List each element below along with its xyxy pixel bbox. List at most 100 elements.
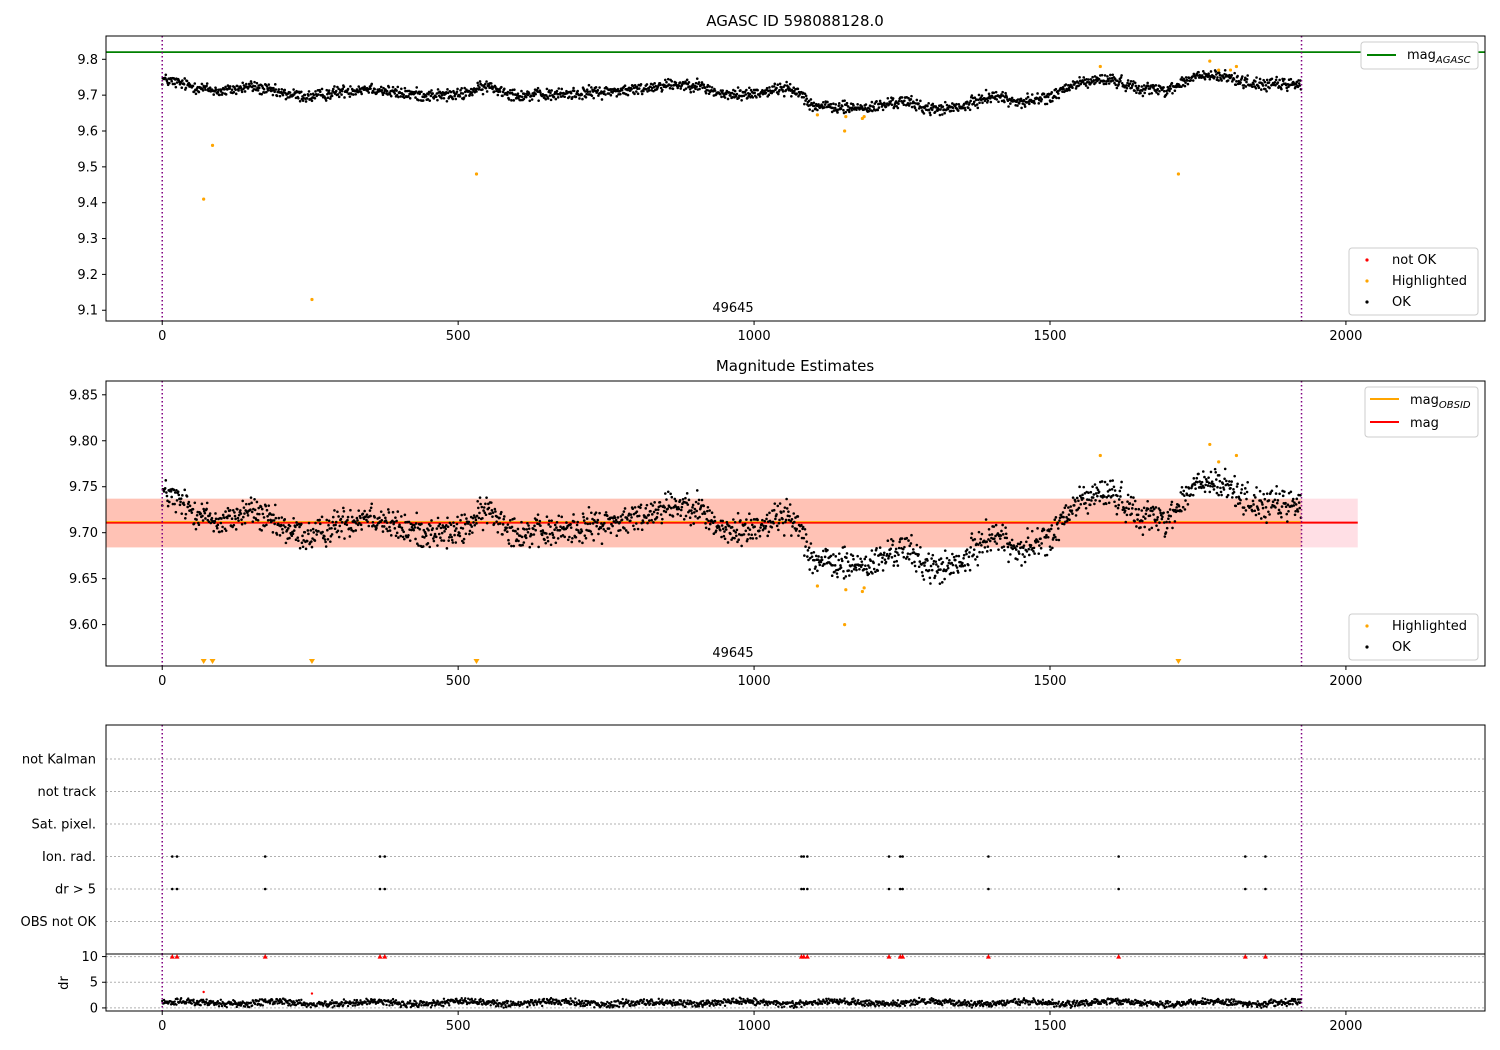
magnitude-ok-point	[221, 525, 224, 529]
dr-ok-point	[361, 1003, 364, 1006]
magnitude-ok-point	[279, 523, 283, 527]
agasc-ok-point	[902, 103, 906, 107]
dr-ok-point	[457, 1002, 460, 1005]
dr-ok-point	[250, 1004, 254, 1007]
magnitude-ok-point	[630, 516, 633, 519]
agasc-ok-point	[834, 103, 838, 106]
magnitude-ok-point	[295, 521, 298, 524]
magnitude-ok-point	[963, 564, 967, 567]
agasc-ok-point	[1287, 85, 1290, 89]
magnitude-ok-point	[300, 541, 304, 545]
magnitude-ok-point	[952, 571, 955, 575]
magnitude-ok-point	[906, 552, 910, 555]
magnitude-ok-point	[420, 522, 423, 526]
magnitude-ok-point	[309, 529, 313, 532]
magnitude-ok-point	[378, 516, 381, 520]
agasc-ok-point	[237, 89, 240, 92]
magnitude-ok-point	[987, 538, 990, 541]
dr-ok-point	[280, 1000, 283, 1004]
magnitude-ok-point	[1022, 546, 1025, 550]
agasc-ok-point	[1208, 77, 1212, 81]
magnitude-ok-point	[846, 560, 850, 564]
dr-ok-point	[359, 999, 362, 1002]
magnitude-ok-point	[361, 512, 365, 516]
magnitude-ok-point	[1052, 533, 1056, 537]
magnitude-ok-point	[753, 525, 756, 529]
agasc-ok-point	[817, 103, 820, 106]
magnitude-ok-point	[837, 552, 841, 555]
agasc-ok-point	[342, 85, 346, 89]
agasc-ok-point	[568, 95, 571, 99]
agasc-ok-point	[758, 95, 762, 98]
agasc-ok-point	[951, 106, 955, 110]
magnitude-ok-point	[832, 553, 835, 556]
magnitude-ok-point	[323, 534, 326, 538]
magnitude-ok-point	[424, 534, 428, 538]
magnitude-ok-point	[882, 551, 886, 555]
magnitude-ok-point	[1229, 486, 1232, 490]
magnitude-ok-point	[415, 511, 419, 515]
magnitude-ok-point	[663, 506, 667, 509]
magnitude-ok-point	[244, 502, 248, 506]
magnitude-ok-point	[790, 534, 793, 537]
magnitude-ok-point	[434, 535, 438, 539]
magnitude-ok-point	[375, 526, 378, 530]
dr-ok-point	[716, 1002, 719, 1006]
magnitude-ok-point	[1281, 494, 1285, 498]
agasc-highlighted-point	[1098, 64, 1102, 69]
dr-ok-point	[530, 999, 534, 1002]
magnitude-ok-point	[795, 527, 798, 531]
agasc-ok-point	[846, 105, 850, 108]
magnitude-ok-point	[185, 495, 189, 498]
dr-ok-point	[398, 1002, 402, 1005]
dr-ok-point	[365, 1003, 369, 1006]
agasc-ok-point	[1296, 85, 1300, 89]
magnitude-ok-point	[688, 516, 692, 519]
agasc-ok-point	[284, 97, 288, 101]
magnitude-ok-point	[310, 545, 314, 549]
agasc-ok-point	[1142, 84, 1146, 87]
magnitude-ok-point	[304, 547, 308, 551]
agasc-ok-point	[1114, 83, 1117, 87]
magnitude-ok-point	[1157, 528, 1160, 532]
magnitude-ok-point	[770, 525, 774, 529]
dr-ok-point	[534, 999, 537, 1002]
magnitude-ok-point	[1298, 506, 1302, 510]
magnitude-ok-point	[485, 521, 489, 525]
agasc-ok-point	[164, 73, 168, 77]
dr-ok-point	[259, 1003, 263, 1006]
magnitude-ok-point	[1199, 482, 1203, 486]
agasc-ok-point	[359, 88, 362, 91]
magnitude-ok-point	[614, 518, 618, 522]
magnitude-ok-point	[781, 517, 784, 521]
magnitude-ok-point	[172, 488, 176, 492]
dr-ok-point	[620, 1002, 624, 1005]
agasc-ok-point	[484, 86, 488, 90]
magnitude-ok-point	[535, 518, 539, 522]
magnitude-ok-point	[1079, 502, 1083, 506]
magnitude-legend-highlighted-label: Highlighted	[1392, 619, 1467, 634]
agasc-ok-point	[1217, 79, 1220, 82]
magnitude-ok-point	[1033, 552, 1036, 555]
agasc-ok-point	[1016, 104, 1019, 107]
agasc-ok-point	[1007, 105, 1010, 108]
magnitude-ok-point	[391, 510, 395, 514]
magnitude-ok-point	[968, 551, 971, 554]
magnitude-ok-point	[1283, 490, 1286, 493]
magnitude-ok-point	[765, 517, 768, 521]
magnitude-ok-point	[933, 576, 936, 580]
magnitude-ok-point	[446, 525, 450, 529]
agasc-ok-point	[648, 89, 651, 92]
magnitude-ok-point	[1192, 477, 1196, 480]
flags-point	[887, 855, 891, 858]
agasc-ok-point	[208, 86, 212, 89]
magnitude-ok-point	[951, 552, 954, 556]
agasc-ok-point	[336, 93, 340, 96]
agasc-ok-point	[380, 89, 384, 92]
magnitude-ok-point	[890, 537, 893, 541]
magnitude-ok-point	[242, 506, 246, 509]
flags-point	[1117, 887, 1120, 891]
magnitude-ok-point	[1170, 503, 1173, 506]
dr-ok-point	[351, 1004, 354, 1007]
magnitude-ok-point	[1065, 519, 1069, 523]
